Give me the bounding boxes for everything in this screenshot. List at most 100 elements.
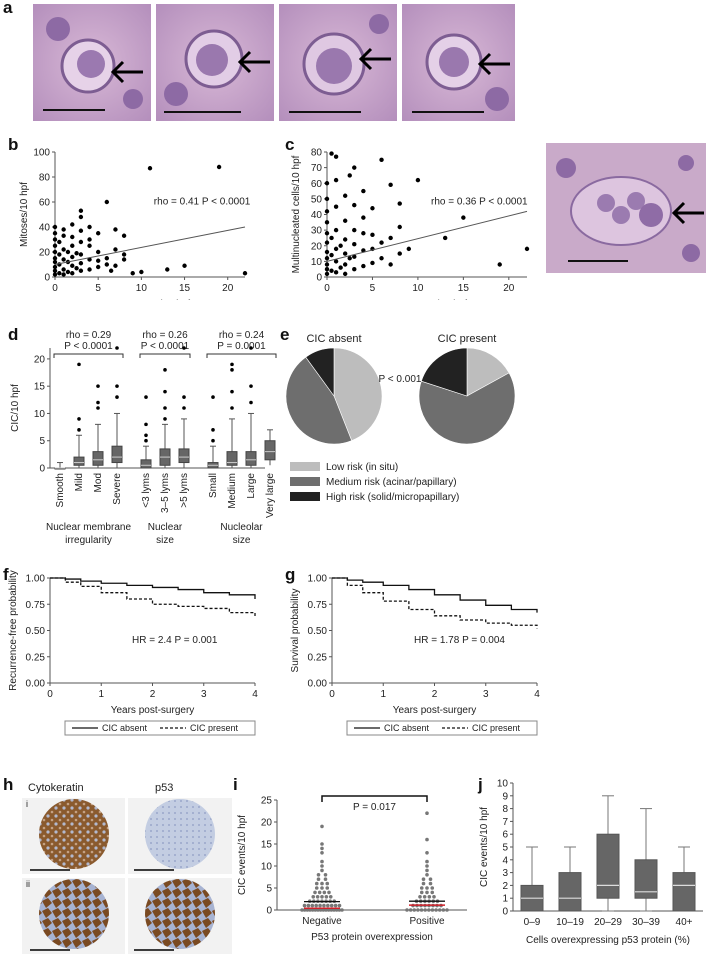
data-point [325, 886, 330, 890]
data-point [329, 151, 334, 156]
data-point [388, 262, 393, 267]
y-axis-label: Mitoses/10 hpf [19, 182, 30, 247]
outlier-point [211, 438, 215, 443]
data-point [316, 908, 320, 912]
data-point [333, 227, 339, 233]
data-point [314, 886, 319, 890]
x-tick-label: 5 [95, 283, 101, 294]
x-axis-label: Years post-surgery [111, 705, 195, 716]
group-rho: rho = 0.24 [219, 330, 265, 341]
y-tick-label: 10 [261, 862, 273, 873]
data-point [52, 268, 58, 273]
y-tick-label: 1.00 [308, 574, 328, 585]
data-point [342, 218, 348, 223]
x-tick-label: 3 [483, 689, 489, 700]
outlier-point [163, 417, 167, 421]
legend-swatch [290, 477, 320, 486]
data-point [300, 908, 304, 912]
y-tick-label: 0.75 [26, 600, 46, 611]
data-point [87, 243, 92, 248]
panel-label-a: a [3, 0, 13, 17]
data-point [425, 868, 429, 873]
data-point [78, 214, 84, 220]
data-point [314, 903, 318, 908]
y-tick-label: 50 [311, 194, 323, 205]
data-point [397, 224, 402, 230]
category-label: Large [246, 473, 257, 499]
data-point [70, 254, 75, 260]
data-point [78, 252, 84, 257]
outlier-point [182, 346, 186, 350]
category-label: Medium [227, 473, 238, 509]
y-tick-label: 1 [502, 894, 508, 905]
data-point [61, 247, 66, 252]
pie-slice [466, 347, 510, 397]
panel-i-dotplot: 0 5 10 15 20 25 CIC events/10 hpf P = 0.017 Nega… [237, 795, 467, 943]
category-label: 40+ [676, 917, 693, 928]
panel-label-i: i [233, 775, 238, 794]
x-tick-label: 0 [47, 689, 53, 700]
data-point [302, 903, 307, 908]
box [178, 448, 190, 464]
y-tick-label: 4 [502, 855, 508, 866]
data-point [327, 890, 331, 895]
data-point [318, 903, 322, 908]
data-point [320, 859, 324, 864]
data-point [65, 269, 71, 275]
y-tick-label: 20 [311, 241, 323, 252]
data-point [379, 256, 384, 261]
group-name: size [156, 535, 174, 546]
group-name: Nuclear membrane [46, 522, 131, 533]
y-tick-label: 0.00 [308, 679, 328, 690]
outlier-point [77, 428, 81, 432]
y-tick-label: 0 [502, 907, 508, 918]
data-point [324, 256, 330, 261]
km-series-line [332, 577, 538, 613]
data-point [317, 890, 322, 895]
outlier-point [182, 406, 186, 410]
data-point [310, 903, 315, 908]
data-point [52, 237, 58, 242]
legend-label: CIC present [190, 723, 239, 733]
data-point [311, 895, 316, 899]
category-label: Severe [112, 473, 123, 505]
data-point [322, 890, 327, 895]
x-tick-label: 15 [179, 283, 191, 294]
category-label: Mild [74, 473, 85, 491]
pie-slice [333, 347, 383, 442]
data-point [121, 233, 127, 238]
box [558, 872, 582, 912]
arrow-icon [110, 60, 143, 84]
y-tick-label: 80 [39, 173, 51, 184]
data-point [332, 908, 336, 912]
y-tick-label: 0.25 [26, 652, 46, 663]
data-point [61, 257, 66, 262]
data-point [405, 908, 409, 912]
data-point [441, 908, 446, 912]
category-label: Smooth [55, 473, 66, 507]
arrow-icon [358, 47, 391, 71]
data-point [415, 177, 421, 183]
data-point [428, 881, 433, 886]
category-label: Positive [409, 916, 444, 927]
y-axis-label: CIC/10 hpf [10, 384, 21, 432]
panel-label-b: b [8, 135, 19, 154]
legend-label: CIC absent [102, 723, 148, 733]
box [73, 456, 85, 466]
data-point [323, 877, 328, 881]
y-tick-label: 0.75 [308, 600, 328, 611]
panel-label-d: d [8, 325, 19, 344]
data-point [61, 233, 66, 238]
legend-label: CIC absent [384, 723, 430, 733]
km-series-line [50, 577, 256, 599]
outlier-point [211, 428, 215, 432]
data-point [333, 903, 338, 908]
data-point [325, 881, 330, 886]
outlier-point [249, 384, 253, 388]
data-point [104, 262, 110, 267]
x-axis-label: Years post-surgery [393, 705, 477, 716]
data-point [388, 182, 393, 188]
box [672, 872, 696, 912]
data-point [74, 266, 79, 271]
data-point [78, 239, 84, 245]
